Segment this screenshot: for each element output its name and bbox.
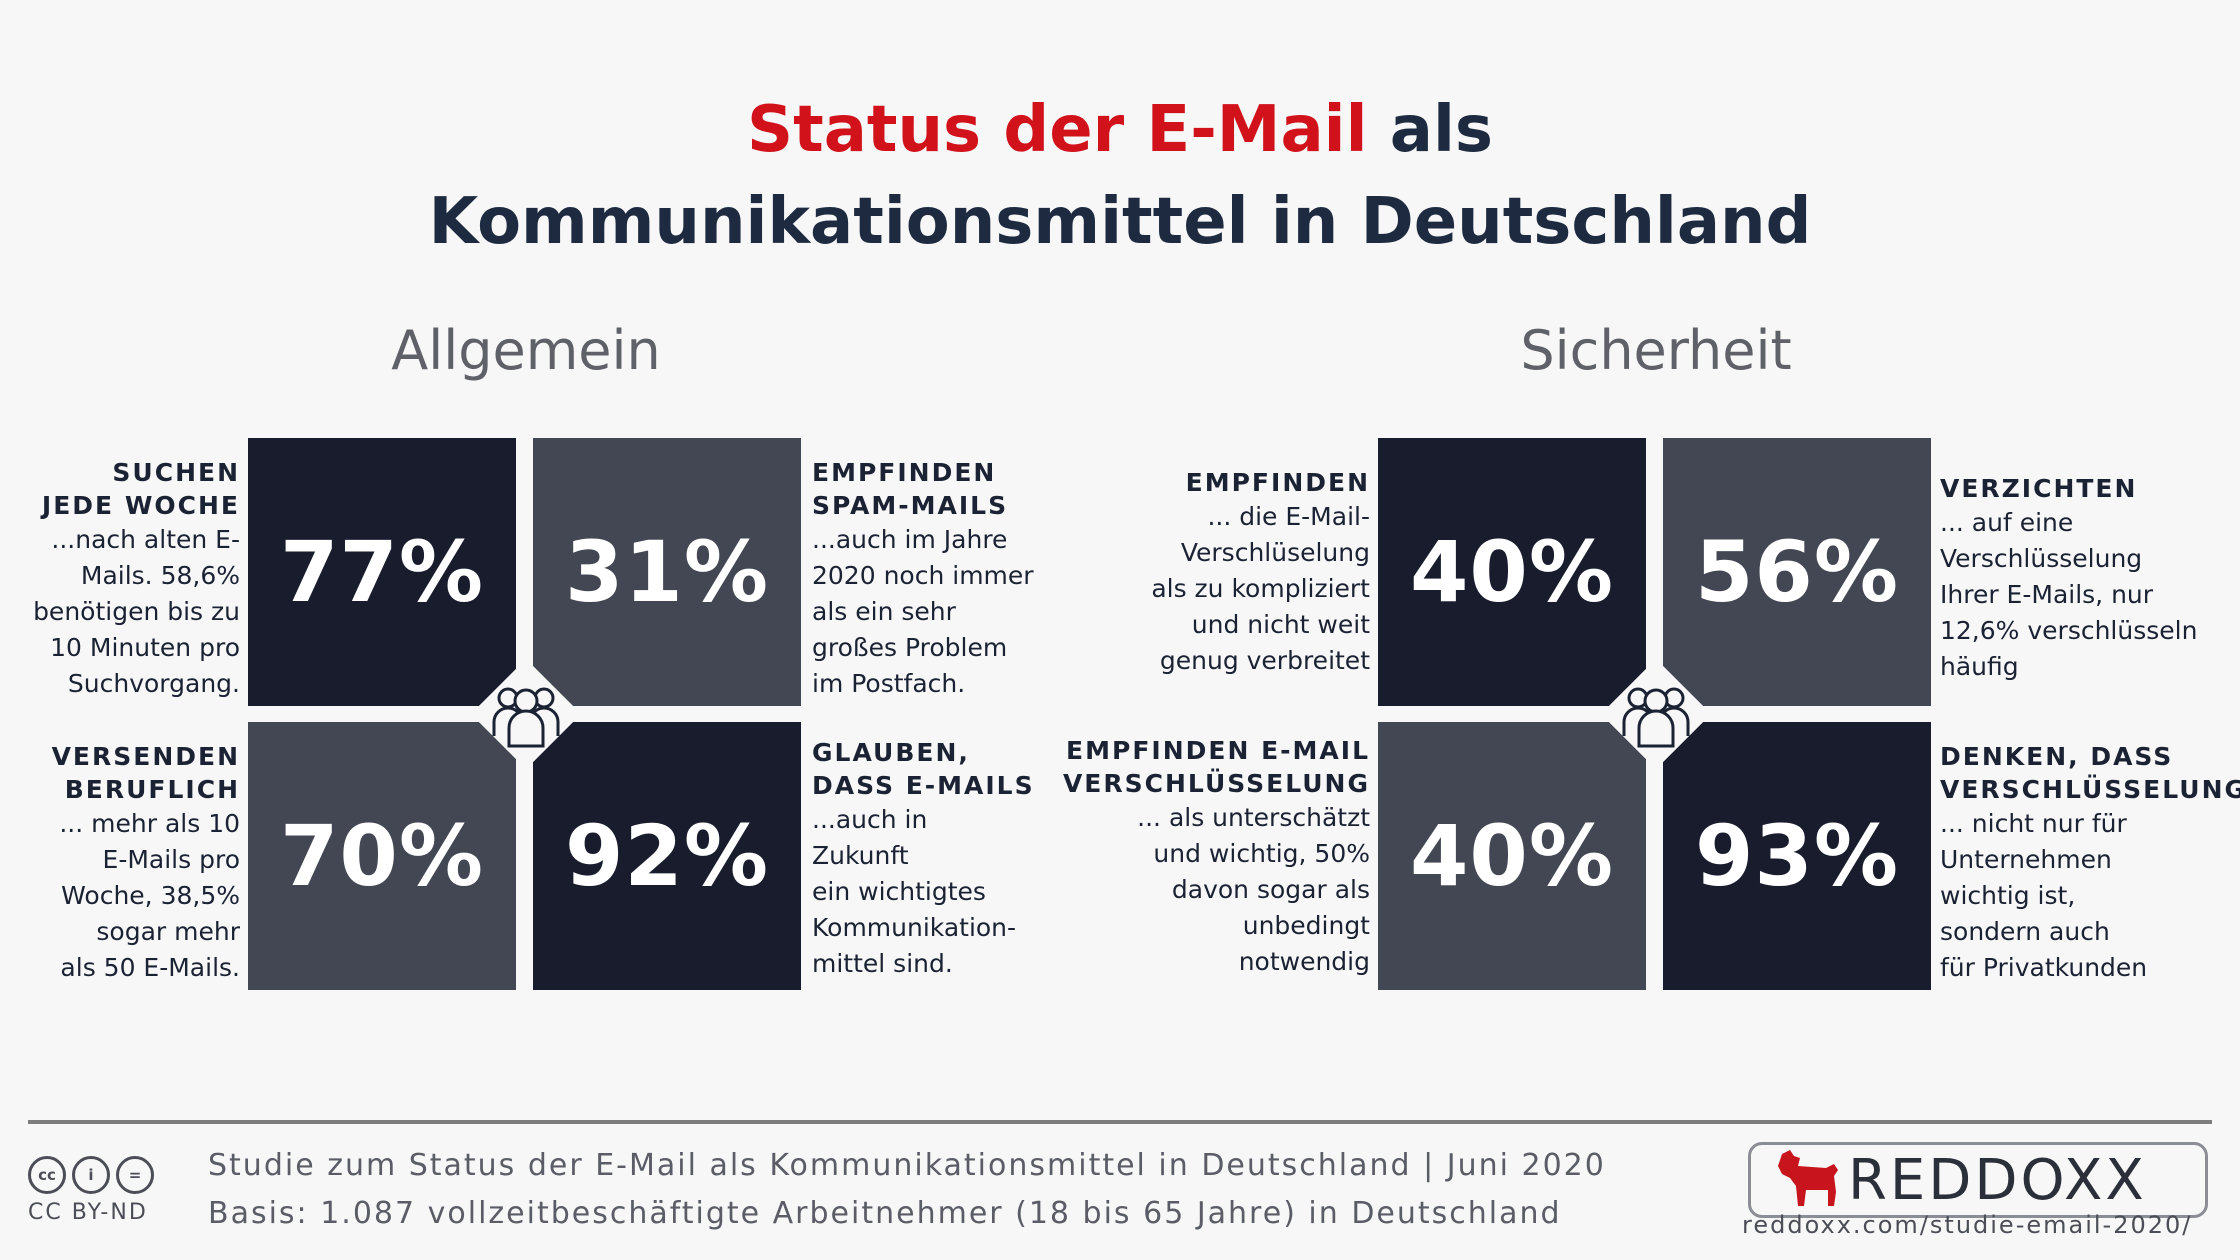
- desc-spam-head: EMPFINDEN SPAM-MAILS: [812, 458, 1009, 520]
- people-group-icon: [1622, 687, 1690, 748]
- desc-send-body: ... mehr als 10 E-Mails pro Woche, 38,5%…: [59, 809, 240, 982]
- page-title-line2: Kommunikationsmittel in Deutschland: [428, 185, 1812, 259]
- stat-tile-no-encryption: 56%: [1663, 438, 1931, 706]
- desc-private-body: ... nicht nur für Unternehmen wichtig is…: [1940, 809, 2148, 982]
- title-rest: als: [1367, 93, 1493, 167]
- brand-url[interactable]: reddoxx.com/studie-email-2020/: [1742, 1211, 2193, 1239]
- desc-no-encryption-head: VERZICHTEN: [1940, 474, 2138, 503]
- dog-icon: [1778, 1150, 1838, 1206]
- attribution-icon: i: [72, 1156, 110, 1194]
- desc-complicated-head: EMPFINDEN: [1185, 468, 1370, 497]
- stat-tile-believe: 92%: [533, 722, 801, 990]
- desc-complicated: EMPFINDEN ... die E-Mail- Verschlüselung…: [1070, 466, 1370, 679]
- desc-no-encryption-body: ... auf eine Verschlüsselung Ihrer E-Mai…: [1940, 508, 2198, 681]
- stat-tile-complicated: 40%: [1378, 438, 1646, 706]
- desc-send-head: VERSENDEN BERUFLICH: [51, 742, 240, 804]
- footer-basis-line: Basis: 1.087 vollzeitbeschäftigte Arbeit…: [208, 1196, 1562, 1231]
- page-title-line1: Status der E-Mail als: [0, 84, 2240, 176]
- stat-tile-underestimated: 40%: [1378, 722, 1646, 990]
- footer-study-line: Studie zum Status der E-Mail als Kommuni…: [208, 1148, 1606, 1183]
- no-derivatives-icon: =: [116, 1156, 154, 1194]
- stat-tile-send: 70%: [248, 722, 516, 990]
- desc-send: VERSENDEN BERUFLICH ... mehr als 10 E-Ma…: [4, 740, 240, 986]
- desc-underestimated: EMPFINDEN E-MAIL VERSCHLÜSSELUNG ... als…: [1040, 734, 1370, 980]
- desc-believe: GLAUBEN, DASS E-MAILS ...auch in Zukunft…: [812, 736, 1072, 982]
- desc-private: DENKEN, DASS VERSCHLÜSSELUNG ... nicht n…: [1940, 740, 2240, 986]
- desc-spam-body: ...auch im Jahre 2020 noch immer als ein…: [812, 525, 1034, 698]
- people-group-icon: [492, 687, 560, 748]
- desc-spam: EMPFINDEN SPAM-MAILS ...auch im Jahre 20…: [812, 456, 1072, 702]
- brand-name: REDDOXX: [1848, 1148, 2147, 1213]
- license-label: CC BY-ND: [28, 1200, 148, 1225]
- desc-search-body: ...nach alten E- Mails. 58,6% benötigen …: [33, 525, 240, 698]
- desc-private-head: DENKEN, DASS VERSCHLÜSSELUNG: [1940, 742, 2240, 804]
- footer-divider: [28, 1120, 2212, 1124]
- license-icons: cc i =: [28, 1156, 154, 1194]
- stat-tile-spam: 31%: [533, 438, 801, 706]
- stat-tile-private: 93%: [1663, 722, 1931, 990]
- title-accent: Status der E-Mail: [747, 93, 1368, 167]
- section-title-general: Allgemein: [391, 319, 661, 382]
- stat-tile-search: 77%: [248, 438, 516, 706]
- brand-logo[interactable]: [1748, 1142, 2208, 1218]
- desc-believe-head: GLAUBEN, DASS E-MAILS: [812, 738, 1035, 800]
- desc-no-encryption: VERZICHTEN ... auf eine Verschlüsselung …: [1940, 472, 2230, 685]
- desc-underestimated-body: ... als unterschätzt und wichtig, 50% da…: [1137, 803, 1370, 976]
- desc-underestimated-head: EMPFINDEN E-MAIL VERSCHLÜSSELUNG: [1062, 736, 1370, 798]
- desc-search-head: SUCHEN JEDE WOCHE: [41, 458, 240, 520]
- desc-search: SUCHEN JEDE WOCHE ...nach alten E- Mails…: [4, 456, 240, 702]
- desc-complicated-body: ... die E-Mail- Verschlüselung als zu ko…: [1151, 502, 1370, 675]
- desc-believe-body: ...auch in Zukunft ein wichtigtes Kommun…: [812, 805, 1017, 978]
- section-title-security: Sicherheit: [1520, 319, 1792, 382]
- cc-icon: cc: [28, 1156, 66, 1194]
